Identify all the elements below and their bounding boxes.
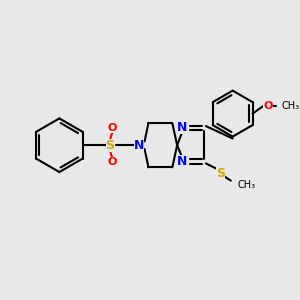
Text: CH₃: CH₃: [281, 101, 300, 111]
Text: O: O: [263, 101, 273, 111]
Text: N: N: [177, 155, 187, 168]
Text: O: O: [107, 123, 117, 133]
Text: CH₃: CH₃: [238, 180, 256, 190]
Text: O: O: [107, 158, 117, 167]
Text: S: S: [216, 167, 225, 180]
Text: N: N: [177, 122, 187, 134]
Text: N: N: [134, 139, 144, 152]
Text: S: S: [106, 139, 115, 152]
